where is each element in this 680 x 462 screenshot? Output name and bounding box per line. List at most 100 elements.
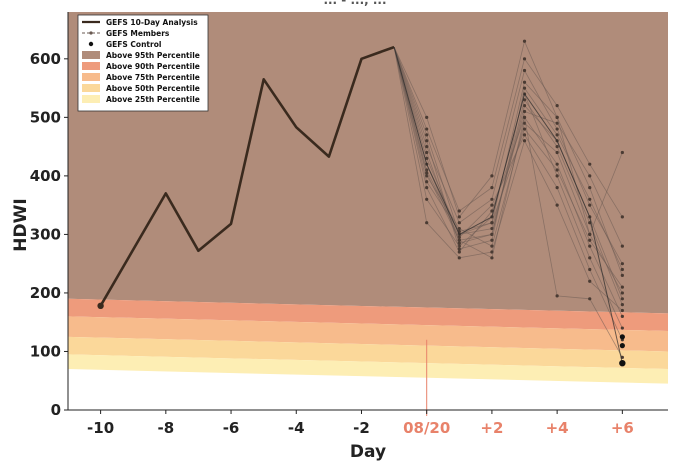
y-tick-label: 500 <box>30 108 61 126</box>
member-point <box>555 115 559 119</box>
legend-swatch <box>82 84 100 92</box>
x-tick-label: -8 <box>157 419 174 437</box>
member-point <box>522 104 527 108</box>
member-point <box>555 174 559 178</box>
member-point <box>620 291 624 295</box>
member-point <box>620 244 624 248</box>
y-tick-label: 0 <box>51 401 61 419</box>
member-point <box>620 273 624 277</box>
legend-swatch <box>88 41 94 47</box>
analysis-point <box>97 302 104 310</box>
member-point <box>425 156 429 160</box>
member-point <box>620 308 624 313</box>
legend-swatch <box>89 31 93 35</box>
member-point <box>555 203 559 207</box>
member-point <box>522 133 527 137</box>
member-point <box>457 238 461 242</box>
control-point <box>619 334 625 340</box>
member-point <box>620 262 624 266</box>
member-point <box>490 174 494 178</box>
legend-label: Above 90th Percentile <box>106 62 200 71</box>
member-line <box>393 46 623 270</box>
member-point <box>555 127 559 131</box>
member-point <box>522 86 527 90</box>
x-tick-label: -2 <box>353 419 370 437</box>
legend-label: GEFS 10-Day Analysis <box>106 18 198 27</box>
y-tick-label: 600 <box>30 50 61 68</box>
member-line <box>393 46 623 276</box>
member-point <box>457 215 461 219</box>
member-point <box>425 221 429 225</box>
member-point <box>555 121 559 125</box>
member-line <box>393 40 623 236</box>
member-point <box>457 209 461 213</box>
member-point <box>522 80 527 84</box>
legend-label: Above 25th Percentile <box>106 95 200 104</box>
legend-swatch <box>82 51 100 59</box>
member-point <box>490 238 494 242</box>
legend-label: Above 50th Percentile <box>106 84 200 93</box>
member-point <box>620 150 624 155</box>
member-line <box>393 47 623 311</box>
x-tick-label: +4 <box>546 419 569 437</box>
member-line <box>393 47 623 288</box>
legend-label: Above 95th Percentile <box>106 51 200 60</box>
chart-title: ... - ..., ... <box>323 0 386 7</box>
member-point <box>620 326 624 330</box>
member-point <box>588 203 592 207</box>
control-line <box>393 46 623 364</box>
y-axis-label: HDWI <box>11 198 31 251</box>
percentile-bands <box>68 12 668 410</box>
legend-label: Above 75th Percentile <box>106 73 200 82</box>
member-point <box>588 232 592 237</box>
member-point <box>588 197 592 201</box>
member-point <box>555 162 559 166</box>
member-point <box>490 209 494 213</box>
member-point <box>588 185 592 190</box>
member-point <box>490 256 494 260</box>
x-axis-ticks: -10 -8 -6 -4 -2 08/20 +2 +4 +6 <box>87 410 634 437</box>
member-point <box>425 171 429 175</box>
member-point <box>522 139 527 143</box>
member-point <box>588 297 592 301</box>
member-point <box>457 221 461 225</box>
member-line <box>393 46 623 358</box>
y-tick-label: 400 <box>30 167 61 185</box>
legend: GEFS 10-Day Analysis GEFS Members GEFS Con… <box>77 14 209 112</box>
y-tick-label: 300 <box>30 225 61 243</box>
member-point <box>555 168 559 172</box>
member-point <box>620 215 624 219</box>
member-point <box>522 109 527 114</box>
x-tick-label: -4 <box>288 419 305 437</box>
legend-swatch <box>82 95 100 103</box>
y-tick-label: 100 <box>30 342 61 360</box>
band-4 <box>68 336 668 370</box>
member-point <box>555 185 559 190</box>
member-point <box>522 115 527 119</box>
member-point <box>588 279 592 283</box>
gefs-control-series <box>393 46 626 367</box>
legend-swatch <box>82 62 100 70</box>
member-point <box>425 127 429 131</box>
band-1 <box>68 12 668 314</box>
x-axis-label: Day <box>350 442 386 462</box>
x-tick-label: +6 <box>611 419 634 437</box>
analysis-line <box>99 45 395 307</box>
member-line <box>393 46 623 305</box>
member-point <box>588 267 592 272</box>
member-point <box>457 226 461 231</box>
member-point <box>490 197 494 201</box>
band-3 <box>68 316 668 352</box>
member-point <box>522 98 527 102</box>
member-point <box>588 238 592 242</box>
member-line <box>393 46 623 218</box>
member-point <box>620 314 624 318</box>
legend-label: GEFS Control <box>106 40 161 49</box>
member-point <box>620 297 624 301</box>
band-base <box>68 369 668 410</box>
member-point <box>588 244 592 248</box>
control-point <box>619 359 626 367</box>
member-point <box>425 197 429 201</box>
axes <box>67 12 668 411</box>
